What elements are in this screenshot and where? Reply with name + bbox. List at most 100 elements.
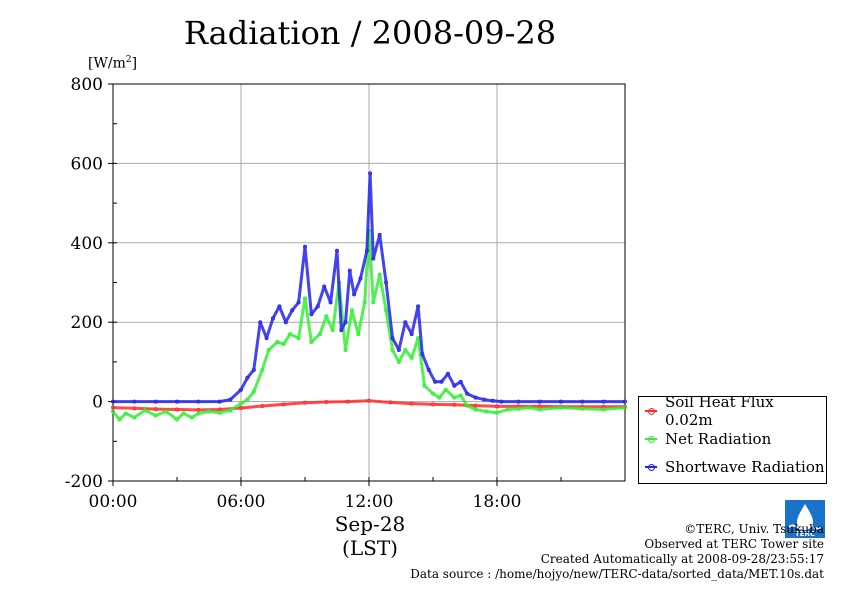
data-point-shortwave-radiation	[368, 171, 373, 176]
data-point-soil-heat-flux	[494, 404, 499, 409]
legend-item-net-radiation: Net Radiation	[645, 429, 771, 449]
data-point-net-radiation	[473, 407, 478, 412]
data-point-shortwave-radiation	[384, 280, 389, 285]
data-point-net-radiation	[430, 391, 435, 396]
footer-observed: Observed at TERC Tower site	[644, 537, 824, 551]
y-tick-label: -200	[65, 472, 103, 492]
data-point-net-radiation	[217, 410, 222, 415]
data-point-shortwave-radiation	[426, 367, 431, 372]
data-point-net-radiation	[206, 409, 211, 414]
data-point-net-radiation	[371, 300, 376, 305]
y-tick-label: 400	[71, 234, 103, 254]
data-point-shortwave-radiation	[371, 256, 376, 261]
data-point-net-radiation	[422, 383, 427, 388]
data-point-shortwave-radiation	[339, 328, 344, 333]
data-point-net-radiation	[266, 347, 271, 352]
data-point-shortwave-radiation	[537, 399, 542, 404]
data-point-shortwave-radiation	[358, 276, 363, 281]
data-point-net-radiation	[132, 415, 137, 420]
data-point-net-radiation	[174, 417, 179, 422]
data-point-net-radiation	[437, 395, 442, 400]
chart-legend: Soil Heat Flux 0.02m Net Radiation Short…	[638, 393, 827, 484]
data-point-soil-heat-flux	[452, 402, 457, 407]
data-point-net-radiation	[396, 359, 401, 364]
data-point-shortwave-radiation	[580, 399, 585, 404]
data-point-net-radiation	[123, 411, 128, 416]
legend-swatch-soil-heat-flux	[645, 408, 657, 415]
data-point-shortwave-radiation	[258, 320, 263, 325]
y-tick-label: 800	[71, 75, 103, 95]
data-point-shortwave-radiation	[416, 304, 421, 309]
data-point-net-radiation	[458, 393, 463, 398]
x-tick-label: 18:00	[473, 492, 522, 512]
legend-swatch-net-radiation	[645, 436, 657, 443]
data-point-shortwave-radiation	[601, 399, 606, 404]
data-point-net-radiation	[484, 409, 489, 414]
y-axis-unit: [W/m2]	[88, 55, 137, 72]
data-point-net-radiation	[443, 387, 448, 392]
x-axis-label: Sep-28 (LST)	[300, 512, 440, 560]
data-point-shortwave-radiation	[347, 268, 352, 273]
data-point-soil-heat-flux	[302, 400, 307, 405]
data-point-shortwave-radiation	[277, 304, 282, 309]
data-point-shortwave-radiation	[490, 398, 495, 403]
data-point-shortwave-radiation	[465, 391, 470, 396]
y-unit-exponent: 2	[125, 55, 132, 65]
data-point-shortwave-radiation	[196, 399, 201, 404]
data-point-net-radiation	[537, 407, 542, 412]
data-point-shortwave-radiation	[245, 375, 250, 380]
data-point-shortwave-radiation	[439, 379, 444, 384]
terc-logo: TERC	[785, 500, 825, 538]
data-point-shortwave-radiation	[458, 379, 463, 384]
data-point-net-radiation	[302, 296, 307, 301]
data-point-shortwave-radiation	[328, 300, 333, 305]
data-point-net-radiation	[228, 408, 233, 413]
data-point-net-radiation	[465, 403, 470, 408]
data-point-shortwave-radiation	[217, 399, 222, 404]
data-point-net-radiation	[117, 417, 122, 422]
terc-logo-icon: TERC	[785, 500, 825, 538]
data-point-soil-heat-flux	[174, 407, 179, 412]
data-point-shortwave-radiation	[420, 351, 425, 356]
y-tick-label: 600	[71, 154, 103, 174]
data-point-shortwave-radiation	[516, 399, 521, 404]
data-point-net-radiation	[189, 415, 194, 420]
data-point-shortwave-radiation	[403, 320, 408, 325]
data-point-shortwave-radiation	[153, 399, 158, 404]
data-point-shortwave-radiation	[433, 379, 438, 384]
data-point-soil-heat-flux	[345, 399, 350, 404]
footer-source: Data source : /home/hojyo/new/TERC-data/…	[410, 567, 824, 581]
data-point-net-radiation	[330, 328, 335, 333]
data-point-soil-heat-flux	[281, 402, 286, 407]
data-point-net-radiation	[390, 347, 395, 352]
data-point-soil-heat-flux	[409, 401, 414, 406]
data-point-shortwave-radiation	[364, 248, 369, 253]
x-tick-label: 06:00	[217, 492, 266, 512]
data-point-net-radiation	[362, 300, 367, 305]
data-point-net-radiation	[288, 332, 293, 337]
data-point-shortwave-radiation	[238, 387, 243, 392]
data-point-shortwave-radiation	[302, 244, 307, 249]
footer-copyright: ©TERC, Univ. Tsukuba	[684, 522, 824, 536]
data-point-shortwave-radiation	[111, 399, 116, 404]
data-point-net-radiation	[281, 342, 286, 347]
data-point-shortwave-radiation	[251, 367, 256, 372]
data-point-soil-heat-flux	[366, 398, 371, 403]
data-point-soil-heat-flux	[153, 407, 158, 412]
legend-label-shortwave-radiation: Shortwave Radiation	[665, 458, 825, 476]
data-point-soil-heat-flux	[324, 399, 329, 404]
data-point-shortwave-radiation	[352, 292, 357, 297]
data-point-net-radiation	[309, 340, 314, 345]
data-point-shortwave-radiation	[409, 332, 414, 337]
y-unit-suffix: ]	[131, 55, 138, 72]
data-point-net-radiation	[494, 410, 499, 415]
data-point-net-radiation	[317, 332, 322, 337]
data-point-shortwave-radiation	[343, 320, 348, 325]
data-point-net-radiation	[356, 332, 361, 337]
y-unit-prefix: [W/m	[88, 55, 126, 72]
data-point-soil-heat-flux	[238, 405, 243, 410]
data-point-net-radiation	[275, 340, 280, 345]
data-point-shortwave-radiation	[228, 397, 233, 402]
data-point-shortwave-radiation	[283, 320, 288, 325]
